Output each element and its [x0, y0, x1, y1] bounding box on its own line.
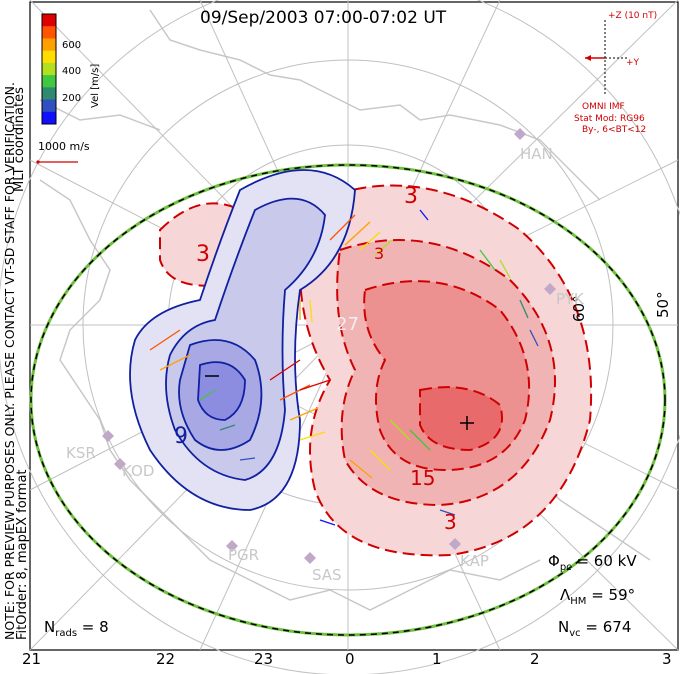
colorbar-swatch	[42, 14, 56, 27]
station-label-pyk: PYK	[556, 290, 584, 308]
contour-label: 9	[174, 424, 188, 449]
scale-vector-label: 1000 m/s	[38, 140, 90, 153]
colorbar-tick-400: 400	[62, 66, 82, 77]
mlt-tick-21: 21	[22, 650, 42, 668]
station-label-sas: SAS	[312, 566, 342, 584]
fit-order-label: FitOrder: 8, mapEX format	[15, 469, 30, 640]
contour-label: 27	[336, 314, 359, 335]
colorbar-swatch	[42, 50, 56, 64]
station-label-kap: KAP	[460, 552, 489, 570]
stat-phi: Φpc = 60 kV	[548, 552, 637, 573]
imf-model: Stat Mod: RG96	[574, 114, 645, 124]
mlt-tick-23: 23	[254, 650, 274, 668]
stat-nvc: Nvc = 674	[558, 618, 632, 639]
colorbar-tick-600: 600	[62, 40, 82, 51]
imf-dial	[585, 20, 628, 95]
mlt-tick-0: 0	[345, 650, 355, 668]
colorbar	[41, 13, 57, 125]
colorbar-swatch	[42, 62, 56, 76]
lat-label-50: 50°	[654, 291, 672, 318]
imf-source: OMNI IMF	[582, 102, 625, 112]
contour-label: 15	[410, 466, 436, 490]
velocity-vectors	[149, 209, 539, 526]
colorbar-label: Vel [m/s]	[90, 63, 101, 108]
colorbar-border	[41, 13, 57, 125]
stat-nrads: Nrads = 8	[44, 618, 109, 639]
contour-label: 3	[444, 510, 457, 534]
colorbar-swatch	[42, 75, 56, 88]
mlt-tick-2: 2	[530, 650, 540, 668]
imf-z-label: +Z (10 nT)	[608, 11, 658, 21]
station-label-pgr: PGR	[228, 546, 260, 564]
map-title: 09/Sep/2003 07:00-07:02 UT	[200, 8, 447, 28]
imf-y-label: +Y	[626, 58, 640, 68]
map-frame	[29, 1, 679, 651]
colorbar-swatch	[42, 26, 56, 39]
contour-label: 3	[196, 242, 210, 267]
stat-lambda: ΛHM = 59°	[560, 586, 636, 607]
contour-label: 3	[404, 184, 418, 209]
mlt-tick-22: 22	[156, 650, 176, 668]
mlt-tick-3: 3	[662, 650, 672, 668]
station-label-ksr: KSR	[66, 444, 96, 462]
scale-vector-dot	[36, 160, 40, 164]
extremum-marker-max	[460, 416, 474, 430]
station-label-kod: KOD	[122, 462, 155, 480]
positive-cell	[159, 184, 593, 557]
colorbar-swatch	[42, 38, 56, 52]
contour-label: 3	[374, 244, 385, 263]
colorbar-swatch	[42, 87, 56, 101]
colorbar-swatch	[42, 111, 56, 125]
mlt-tick-1: 1	[432, 650, 442, 668]
colorbar-tick-200: 200	[62, 93, 82, 104]
hm-boundary-dash	[30, 164, 666, 636]
imf-condition: By-, 6<BT<12	[582, 125, 647, 135]
station-label-han: HAN	[520, 145, 553, 163]
station-markers	[102, 128, 556, 564]
colorbar-swatch	[42, 99, 56, 113]
